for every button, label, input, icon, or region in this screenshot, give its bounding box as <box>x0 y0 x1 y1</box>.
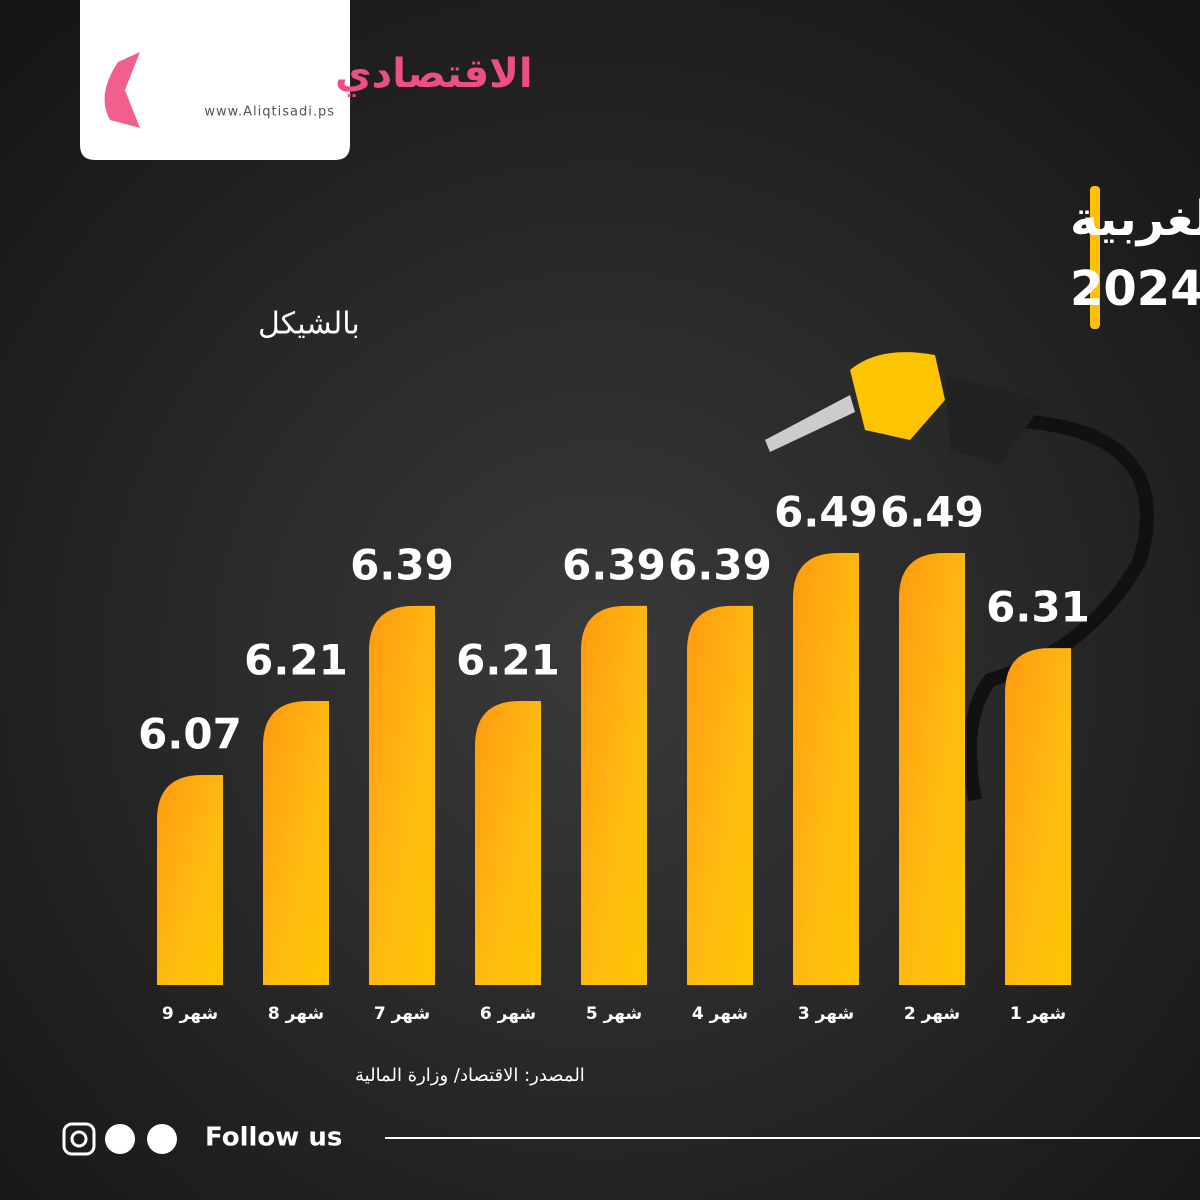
logo-name: الاقتصادي <box>335 51 533 97</box>
value-label: 6.39 <box>562 540 666 589</box>
logo-box <box>80 0 350 160</box>
nozzle <box>765 352 1154 802</box>
facebook-icon[interactable] <box>105 1124 135 1154</box>
bar <box>1005 648 1071 985</box>
linkedin-icon[interactable] <box>147 1124 177 1154</box>
logo-url: www.Aliqtisadi.ps <box>204 105 335 120</box>
nozzle-body <box>850 352 945 440</box>
source: المصدر: الاقتصاد/ وزارة المالية <box>355 1065 585 1086</box>
social-icons <box>62 1122 177 1156</box>
x-tick-label: شهر 7 <box>374 1004 430 1024</box>
bar <box>793 553 859 985</box>
title-accent <box>1090 186 1100 329</box>
value-label: 6.31 <box>986 583 1090 632</box>
bar <box>369 605 435 985</box>
instagram-lens <box>70 1130 88 1148</box>
x-tick-label: شهر 1 <box>1010 1004 1066 1024</box>
bar <box>263 701 329 985</box>
bar <box>475 701 541 985</box>
value-label: 6.39 <box>350 540 454 589</box>
x-tick-label: شهر 4 <box>692 1004 748 1024</box>
hose <box>963 413 1154 802</box>
chart-title: سعر لتر السولار في الضفة الغربية <box>1070 191 1200 247</box>
follow-text: Follow us <box>205 1123 342 1153</box>
value-label: 6.49 <box>880 488 984 537</box>
x-tick-label: شهر 2 <box>904 1004 960 1024</box>
bars: 6.31 شهر 1 6.49 شهر 2 6.49 شهر 3 6.39 شهر 4 6.39… <box>138 488 1090 1025</box>
instagram-icon[interactable] <box>62 1122 96 1156</box>
value-label: 6.39 <box>668 540 772 589</box>
x-tick-label: شهر 6 <box>480 1004 536 1024</box>
nozzle-handle <box>945 375 1045 465</box>
nozzle-spout <box>765 395 855 452</box>
bar <box>899 553 965 985</box>
x-tick-label: شهر 9 <box>162 1004 218 1024</box>
value-label: 6.07 <box>138 710 242 759</box>
x-tick-label: شهر 5 <box>586 1004 642 1024</box>
value-label: 6.49 <box>774 488 878 537</box>
value-label: 6.21 <box>456 636 560 685</box>
bar <box>157 775 223 985</box>
bar <box>687 605 753 985</box>
unit-label: بالشيكل <box>258 307 360 342</box>
chart-subtitle: منذ بداية 2024 <box>1070 261 1200 317</box>
bar <box>581 605 647 985</box>
x-tick-label: شهر 3 <box>798 1004 854 1024</box>
x-tick-label: شهر 8 <box>268 1004 324 1024</box>
value-label: 6.21 <box>244 636 348 685</box>
logo-icon <box>104 52 140 128</box>
